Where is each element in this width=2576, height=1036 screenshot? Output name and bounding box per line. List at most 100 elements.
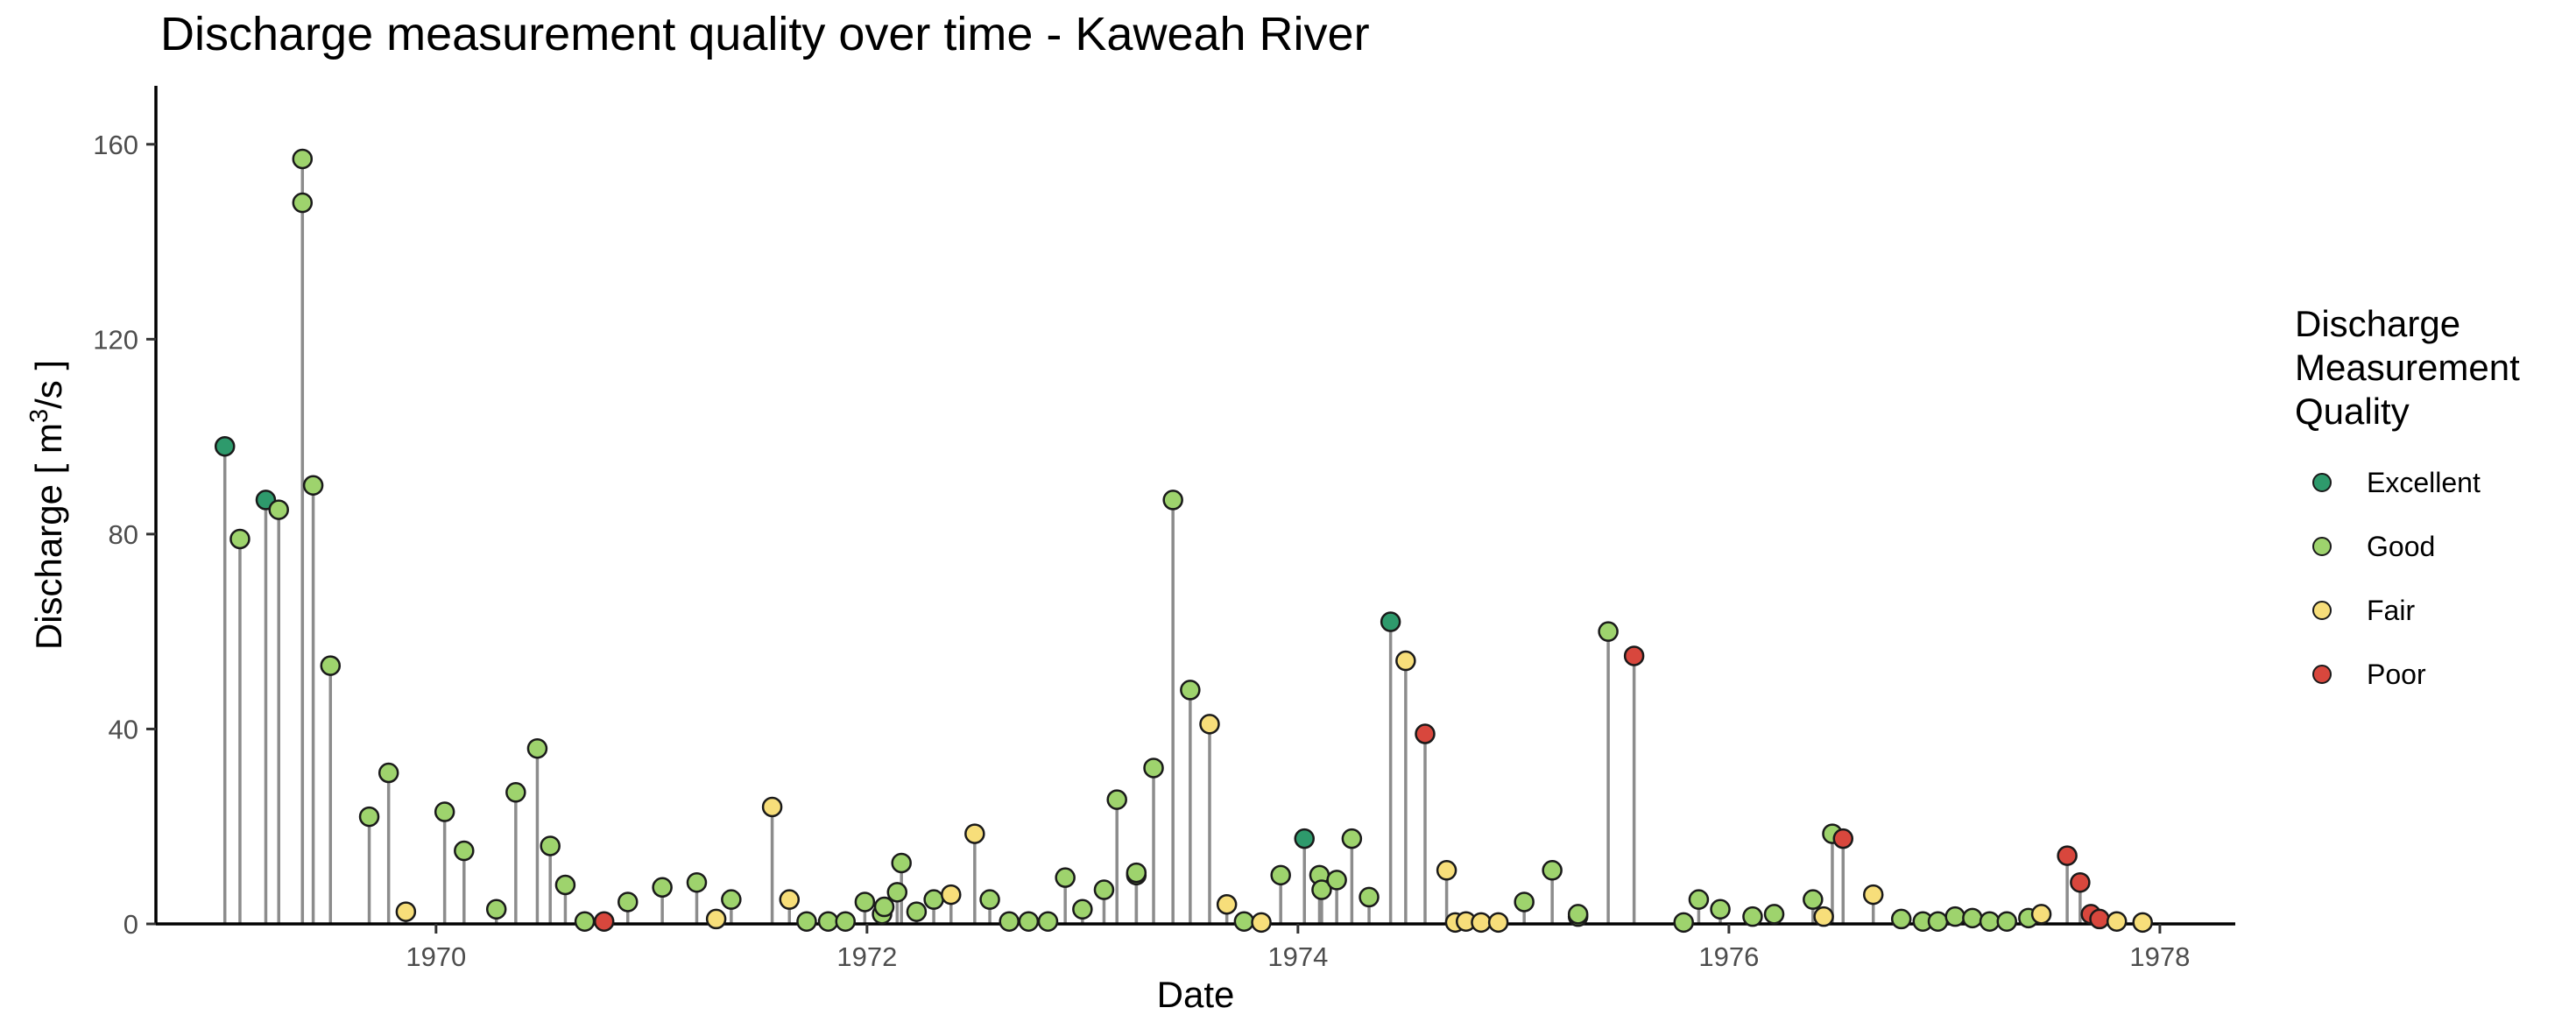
chart-title: Discharge measurement quality over time …	[160, 8, 1370, 60]
data-point-good	[1710, 899, 1731, 920]
y-tick-label: 160	[93, 130, 138, 160]
data-point-good	[906, 901, 928, 922]
data-point-good	[292, 192, 314, 214]
data-point-good	[1093, 879, 1115, 900]
data-point-good	[302, 475, 324, 496]
data-point-good	[652, 877, 673, 899]
data-point-good	[979, 889, 1000, 910]
data-point-good	[923, 889, 944, 910]
data-point-good	[999, 911, 1020, 932]
data-point-good	[796, 911, 817, 932]
data-point-good	[1341, 828, 1363, 849]
data-point-good	[378, 762, 399, 784]
data-point-good	[835, 911, 856, 932]
data-point-excellent	[1380, 611, 1401, 632]
legend-title: Discharge Measurement Quality	[2295, 302, 2520, 433]
data-point-good	[1927, 911, 1949, 932]
data-point-fair	[779, 889, 801, 910]
data-point-good	[854, 892, 876, 913]
data-point-good	[1018, 911, 1040, 932]
legend-key-excellent	[2312, 473, 2332, 492]
data-point-good	[1126, 862, 1147, 884]
data-point-good	[873, 896, 895, 918]
data-point-good	[1359, 886, 1380, 908]
data-point-good	[554, 874, 576, 896]
data-point-good	[1890, 908, 1912, 930]
data-point-good	[505, 782, 526, 803]
data-point-excellent	[1294, 828, 1315, 849]
data-point-good	[1673, 912, 1694, 934]
data-point-good	[320, 655, 342, 676]
data-point-good	[1996, 911, 2017, 932]
data-point-good	[1567, 904, 1589, 925]
data-point-good	[1055, 867, 1076, 888]
x-tick-label: 1970	[406, 941, 466, 972]
y-axis-label: Discharge [ m3/s ]	[25, 360, 69, 650]
data-point-excellent	[214, 435, 236, 457]
data-point-fair	[1251, 912, 1272, 934]
data-point-poor	[2089, 908, 2110, 930]
legend-title-line: Discharge	[2295, 303, 2461, 344]
legend-key-poor	[2312, 665, 2332, 684]
data-point-good	[526, 737, 548, 759]
legend-item-fair: Fair	[2312, 584, 2415, 637]
data-point-fair	[2030, 904, 2052, 925]
data-point-poor	[2057, 845, 2078, 866]
y-tick-label: 40	[109, 714, 138, 744]
legend-key-good	[2312, 537, 2332, 556]
data-point-good	[1688, 889, 1710, 910]
data-point-good	[1233, 911, 1255, 932]
data-point-fair	[941, 884, 962, 906]
data-point-fair	[2106, 911, 2128, 932]
legend-label: Poor	[2367, 658, 2426, 690]
data-point-poor	[1832, 828, 1854, 849]
data-point-fair	[1862, 884, 1884, 906]
data-point-good	[292, 148, 314, 170]
x-tick-label: 1974	[1267, 941, 1328, 972]
data-point-good	[268, 499, 289, 520]
data-point-good	[1326, 870, 1347, 891]
data-point-fair	[1471, 912, 1492, 934]
data-point-fair	[1395, 650, 1416, 672]
data-point-fair	[1436, 860, 1457, 881]
data-point-good	[1742, 906, 1763, 927]
data-point-good	[817, 911, 839, 932]
x-tick-label: 1976	[1698, 941, 1759, 972]
data-point-good	[1270, 864, 1291, 886]
x-axis-label: Date	[1157, 974, 1235, 1015]
x-tick-label: 1978	[2129, 941, 2190, 972]
data-point-good	[1072, 899, 1093, 920]
data-point-fair	[761, 796, 783, 818]
data-point-good	[891, 852, 912, 874]
legend-item-good: Good	[2312, 520, 2435, 573]
data-point-good	[1979, 911, 2001, 932]
data-point-good	[1143, 758, 1164, 779]
data-point-good	[618, 892, 639, 913]
y-tick-label: 0	[124, 909, 138, 940]
data-point-good	[886, 882, 908, 903]
data-point-good	[1542, 860, 1563, 881]
legend-key-fair	[2312, 601, 2332, 620]
data-point-good	[1311, 879, 1332, 900]
legend-title-line: Measurement	[2295, 347, 2520, 388]
data-point-good	[454, 840, 475, 862]
data-point-good	[1803, 889, 1824, 910]
data-point-good	[1180, 680, 1201, 701]
legend-label: Excellent	[2367, 466, 2481, 498]
y-tick-label: 80	[109, 519, 138, 550]
data-point-poor	[593, 911, 615, 932]
legend-label: Fair	[2367, 594, 2416, 626]
data-point-fair	[1216, 893, 1238, 915]
data-point-fair	[1199, 714, 1220, 735]
y-tick-label: 120	[93, 324, 138, 355]
data-point-good	[721, 889, 742, 910]
data-point-good	[1598, 621, 1619, 642]
legend-label: Good	[2367, 530, 2436, 562]
data-point-fair	[1487, 912, 1509, 934]
data-point-good	[358, 806, 380, 828]
data-point-good	[1037, 911, 1059, 932]
data-point-good	[1162, 490, 1183, 511]
data-point-fair	[705, 908, 727, 930]
data-point-fair	[2132, 912, 2153, 934]
